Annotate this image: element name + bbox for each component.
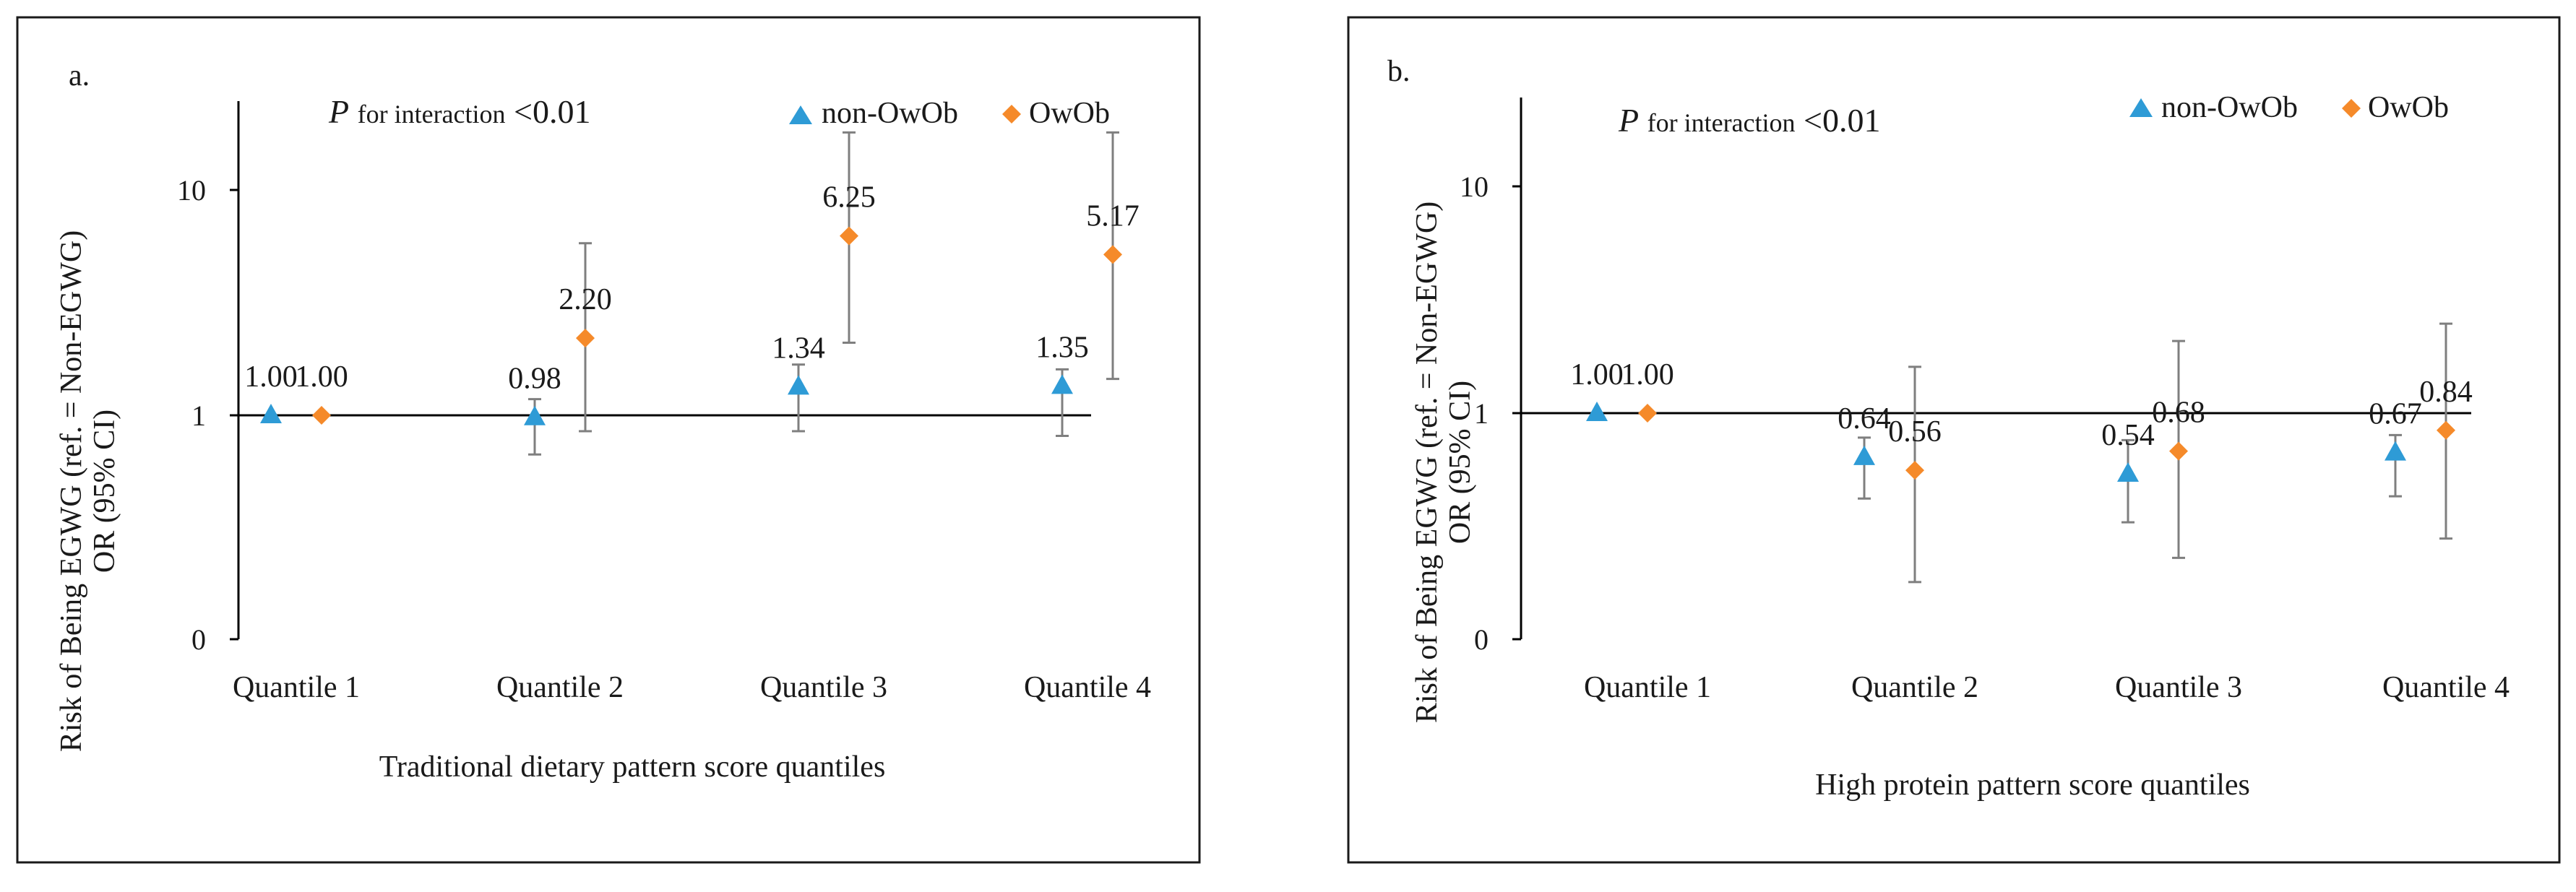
panel-a-x-tick-label: Quantile 4 [1024,671,1151,704]
panel-b-point-owob [2169,441,2188,461]
panel-a-interaction-value: <0.01 [514,93,590,130]
panel-a-frame [16,16,1201,864]
panel-a-point-owob [1103,245,1122,264]
panel-b-legend: non-OwOb OwOb [2129,91,2449,124]
panel-a-point-nonowob [524,405,546,425]
panel-a-interaction-note: P for interaction <0.01 [328,93,590,130]
panel-b-data-label: 0.68 [2152,397,2205,430]
panel-b-data-label: 1.00 [1621,358,1674,391]
panel-b-xlabel: High protein pattern score quantiles [1815,768,2250,802]
panel-b-legend-owob-marker [2342,99,2361,118]
panel-a-xlabel: Traditional dietary pattern score quanti… [379,750,886,784]
panel-a-legend-owob-marker [1002,105,1021,124]
panel-a-x-tick-label: Quantile 3 [760,671,887,704]
panel-a-legend: non-OwOb OwOb [789,97,1110,130]
panel-b-data-label: 0.84 [2419,376,2473,409]
panel-b-ylabel: Risk of Being EGWG (ref. = Non-EGWG) OR … [1410,202,1477,723]
panel-b-interaction-value: <0.01 [1804,102,1880,139]
panel-b-data-label: 0.54 [2101,419,2155,452]
panel-a-data-label: 1.34 [772,332,825,365]
panel-a-data-label: 2.20 [559,283,612,316]
panel-b-legend-nonowob-label: non-OwOb [2161,91,2298,124]
panel-a-interaction-text: for interaction [358,100,506,129]
panel-a-data-label: 1.00 [295,360,348,394]
panel-b-point-nonowob [2385,441,2406,461]
panel-b-interaction-text: for interaction [1647,108,1796,137]
panel-a-point-owob [840,226,858,246]
panel-b-data-label: 0.56 [1888,415,1942,449]
panel-a-legend-owob-label: OwOb [1029,97,1110,130]
panel-b-y-tick-label: 1 [1474,397,1489,430]
panel-b-frame [1347,16,2561,864]
panel-b-point-nonowob [1586,402,1608,421]
panel-a-point-owob [576,329,595,348]
panel-a-data-label: 1.35 [1035,331,1089,364]
panel-a-y-tick-label: 1 [191,399,206,432]
panel-a-y-tick-label: 10 [177,174,206,207]
panel-a-label: a. [69,59,90,92]
panel-b-interaction-note: P for interaction <0.01 [1618,102,1880,139]
panel-b-ylabel-line1: Risk of Being EGWG (ref. = Non-EGWG) [1410,202,1444,723]
panel-a-data-label: 1.00 [244,360,298,394]
panel-a-legend-nonowob-marker [789,105,812,124]
panel-b-y-tick-label: 10 [1460,170,1489,203]
panel-b-x-tick-label: Quantile 1 [1584,671,1711,704]
panel-a-point-nonowob [788,375,809,395]
panel-b-data-label: 0.64 [1838,402,1891,436]
panel-a-x-tick-label: Quantile 1 [233,671,360,704]
panel-b-label: b. [1387,55,1410,88]
panel-b-y-tick-label: 0 [1474,623,1489,656]
panel-b-point-nonowob [1853,445,1875,465]
panel-b: b. P for interaction <0.01 non-OwOb OwOb… [1347,16,2561,864]
panel-b-legend-nonowob-marker [2129,98,2153,117]
panel-b-point-owob [1638,404,1657,423]
panel-b-point-owob [1905,461,1924,480]
panel-b-point-owob [2437,420,2455,440]
panel-a-data-label: 0.98 [508,363,561,396]
panel-b-x-tick-label: Quantile 4 [2382,671,2510,704]
panel-a-interaction-prefix: P [328,93,349,130]
panel-a-point-nonowob [1051,374,1073,394]
panel-a-point-owob [312,406,331,425]
panel-a: a. P for interaction <0.01 non-OwOb OwOb… [16,16,1201,864]
panel-a-legend-nonowob-label: non-OwOb [822,97,958,130]
panel-b-data-label: 1.00 [1570,358,1624,391]
panel-a-y-tick-label: 0 [191,623,206,656]
panel-a-data-label: 5.17 [1086,199,1140,233]
panel-a-point-nonowob [260,404,282,423]
panel-b-data-label: 0.67 [2369,398,2422,431]
panel-b-x-tick-label: Quantile 3 [2115,671,2242,704]
panel-b-legend-owob-label: OwOb [2368,91,2449,124]
panel-b-point-nonowob [2117,462,2139,482]
panel-a-ylabel: Risk of Being EGWG (ref. = Non-EGWG) OR … [55,230,121,752]
panel-b-interaction-prefix: P [1618,102,1639,139]
panel-a-data-label: 6.25 [822,181,876,215]
panel-a-ylabel-line1: Risk of Being EGWG (ref. = Non-EGWG) [55,230,88,752]
panel-b-x-tick-label: Quantile 2 [1851,671,1978,704]
panel-b-ylabel-line2: OR (95% CI) [1444,381,1477,544]
panel-a-ylabel-line2: OR (95% CI) [88,410,121,573]
panel-a-x-tick-label: Quantile 2 [496,671,624,704]
